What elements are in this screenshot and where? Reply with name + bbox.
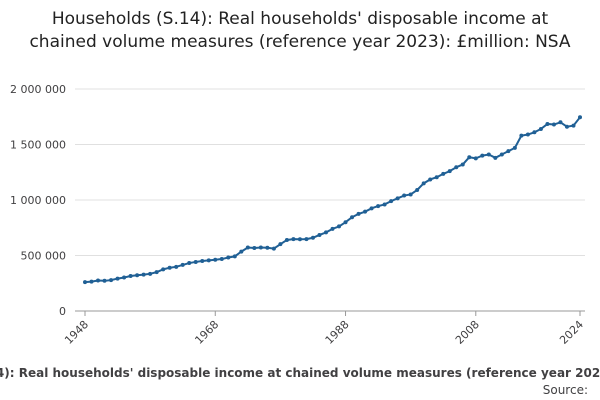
point [460,162,465,167]
point [180,262,185,267]
x-tick-label: 1948 [62,318,91,347]
point [558,120,563,125]
point [408,192,413,197]
y-tick-label: 2 000 000 [10,83,66,96]
point [493,155,498,160]
point [486,152,491,157]
point [415,188,420,193]
point [154,270,159,275]
point [343,220,348,225]
point [102,278,107,283]
legend-label: Households (S.14): Real households' disp… [0,366,600,380]
point [525,132,530,137]
point [512,145,517,150]
point [473,156,478,161]
point [441,171,446,176]
point [571,123,576,128]
point [206,258,211,263]
point [89,279,94,284]
source: Source: [543,383,588,397]
point [538,126,543,131]
point [232,254,237,259]
point [330,226,335,231]
point [135,273,140,278]
point [258,245,263,250]
point [551,122,556,127]
point [467,155,472,160]
point [454,165,459,170]
point [317,232,322,237]
point [115,276,120,281]
point [363,209,368,214]
point [421,181,426,186]
point [389,199,394,204]
point [434,175,439,180]
point [167,265,172,270]
point [506,149,511,154]
point [395,196,400,201]
point [350,215,355,220]
point [499,152,504,157]
x-tick-label: 1988 [323,318,352,347]
point [356,211,361,216]
point [271,246,276,251]
point [323,230,328,235]
point [297,237,302,242]
point [278,242,283,247]
point [291,237,296,242]
y-tick-label: 1 500 000 [10,139,66,152]
y-tick-label: 1 000 000 [10,194,66,207]
point [252,245,257,250]
point [96,278,101,283]
point [83,280,87,285]
point [447,169,452,174]
point [141,272,146,277]
point [564,124,569,129]
point [193,259,198,264]
chart-title: Households (S.14): Real households' disp… [29,9,570,52]
point [148,271,153,276]
point [161,267,166,272]
point [174,264,179,269]
point [200,259,205,264]
point [265,245,270,250]
point [239,249,244,254]
point [480,153,485,158]
point [545,121,550,126]
x-tick-label: 2024 [557,318,586,347]
point [519,133,524,138]
point [128,274,133,279]
point [382,202,387,207]
point [310,235,315,240]
point [109,278,114,283]
point [428,177,433,182]
point [337,224,342,229]
point [245,245,250,250]
point [284,237,289,242]
point [402,193,407,198]
point [376,204,381,209]
y-tick-label: 0 [59,305,66,318]
point [532,130,537,135]
y-tick-label: 500 000 [21,250,67,263]
point [304,237,309,242]
point [578,115,582,120]
point [369,206,374,211]
x-tick-label: 2008 [453,318,482,347]
point [219,257,224,262]
point [213,257,218,262]
point [122,275,127,280]
x-tick-label: 1968 [192,318,221,347]
point [187,261,192,266]
point [226,255,231,260]
